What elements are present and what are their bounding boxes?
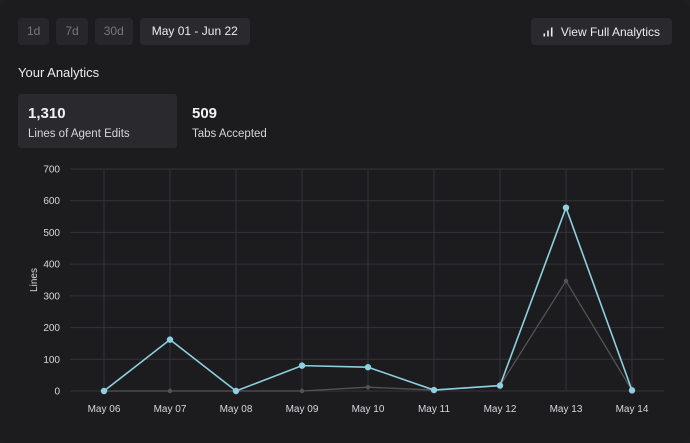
stat-card-tabs-accepted[interactable]: 509 Tabs Accepted — [182, 94, 341, 148]
y-tick-label: 600 — [43, 196, 60, 207]
x-tick-label: May 10 — [352, 404, 385, 415]
series-point-0 — [430, 386, 438, 394]
x-tick-label: May 13 — [550, 404, 583, 415]
series-point-1 — [167, 388, 173, 394]
series-point-0 — [100, 387, 108, 395]
series-point-1 — [365, 384, 371, 390]
stat-value: 1,310 — [28, 105, 66, 122]
y-tick-label: 100 — [43, 355, 60, 366]
y-tick-label: 700 — [43, 165, 60, 176]
view-full-analytics-button[interactable]: View Full Analytics — [530, 18, 672, 45]
y-tick-label: 400 — [43, 260, 60, 271]
series-point-0 — [364, 364, 372, 371]
series-point-0 — [232, 387, 240, 395]
range-7d-button[interactable]: 7d — [56, 18, 88, 45]
series-point-0 — [628, 387, 636, 394]
x-tick-label: May 14 — [616, 404, 649, 415]
y-tick-label: 0 — [54, 387, 60, 398]
y-tick-label: 500 — [43, 228, 60, 239]
series-point-1 — [563, 278, 569, 284]
x-tick-label: May 08 — [220, 404, 253, 415]
series-point-0 — [562, 204, 570, 211]
section-title: Your Analytics — [18, 65, 100, 80]
time-range-toolbar: 1d 7d 30d May 01 - Jun 22 — [18, 18, 250, 45]
series-point-0 — [298, 362, 306, 369]
x-tick-label: May 06 — [88, 404, 121, 415]
y-tick-label: 200 — [43, 323, 60, 334]
range-1d-button[interactable]: 1d — [18, 18, 50, 45]
stat-value: 509 — [192, 105, 218, 122]
series-point-1 — [299, 388, 305, 394]
stat-card-agent-edits[interactable]: 1,310 Lines of Agent Edits — [18, 94, 177, 148]
bar-chart-icon — [543, 27, 553, 37]
series-point-0 — [166, 336, 174, 343]
range-30d-button[interactable]: 30d — [94, 18, 133, 45]
y-axis-title: Lines — [29, 268, 40, 292]
x-tick-label: May 12 — [484, 404, 517, 415]
stat-label: Lines of Agent Edits — [28, 128, 130, 140]
date-range-button[interactable]: May 01 - Jun 22 — [139, 18, 250, 45]
x-tick-label: May 11 — [418, 404, 450, 415]
series-point-0 — [496, 382, 504, 389]
view-full-analytics-label: View Full Analytics — [560, 24, 660, 39]
y-tick-label: 300 — [43, 291, 60, 302]
x-tick-label: May 07 — [154, 404, 187, 415]
lines-chart: 0 100 200 300 400 500 600 700 May 06 May 07 May 08… — [29, 165, 664, 415]
x-tick-label: May 09 — [286, 404, 319, 415]
stat-label: Tabs Accepted — [192, 128, 267, 140]
